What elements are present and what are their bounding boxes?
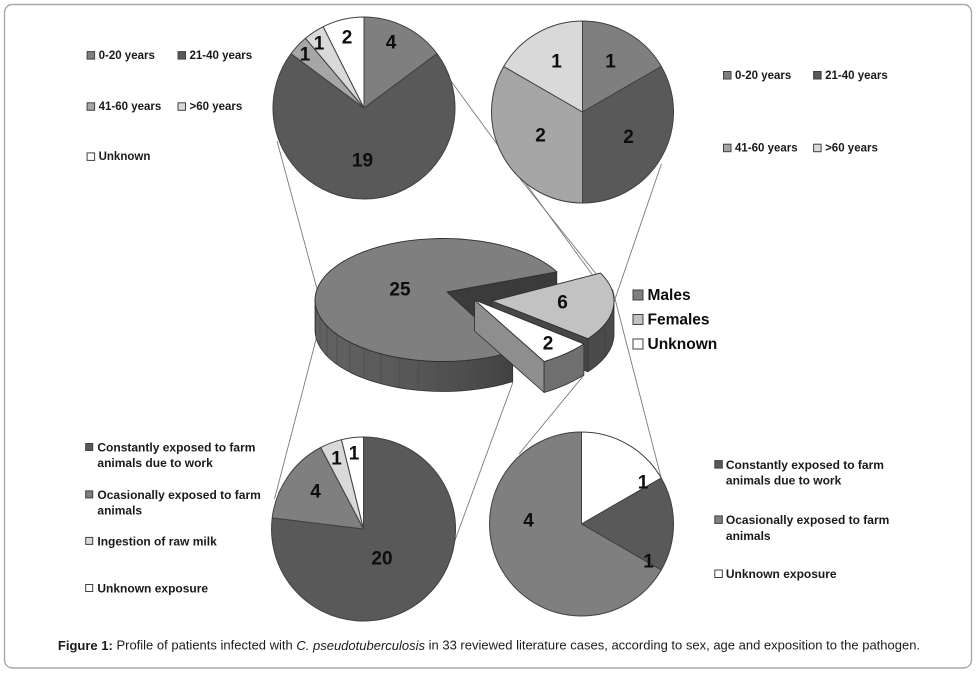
svg-text:Ocasionally exposed to farm: Ocasionally exposed to farm <box>97 488 260 502</box>
svg-text:animals: animals <box>97 503 142 517</box>
svg-text:1: 1 <box>605 52 616 73</box>
svg-text:Unknown: Unknown <box>648 336 718 353</box>
svg-text:animals due to work: animals due to work <box>97 456 213 470</box>
svg-text:21-40 years: 21-40 years <box>190 50 253 62</box>
svg-text:4: 4 <box>523 511 534 532</box>
svg-text:animals: animals <box>726 529 771 543</box>
svg-text:1: 1 <box>643 552 654 573</box>
svg-text:animals due to work: animals due to work <box>726 474 842 488</box>
svg-text:0-20 years: 0-20 years <box>735 70 791 82</box>
svg-text:Males: Males <box>648 287 691 304</box>
svg-text:41-60 years: 41-60 years <box>735 143 798 155</box>
svg-text:2: 2 <box>535 126 546 147</box>
svg-text:19: 19 <box>352 151 373 172</box>
svg-text:2: 2 <box>623 127 634 148</box>
svg-text:1: 1 <box>314 34 325 55</box>
svg-text:1: 1 <box>551 52 562 73</box>
svg-text:Unknown exposure: Unknown exposure <box>726 567 837 581</box>
svg-text:0-20 years: 0-20 years <box>99 50 155 62</box>
svg-text:1: 1 <box>300 45 311 66</box>
svg-text:1: 1 <box>349 444 360 465</box>
svg-text:2: 2 <box>543 334 554 355</box>
svg-text:6: 6 <box>557 293 568 314</box>
svg-text:Constantly exposed to farm: Constantly exposed to farm <box>726 458 884 472</box>
svg-text:Ingestion of raw milk: Ingestion of raw milk <box>97 534 217 548</box>
svg-text:21-40 years: 21-40 years <box>825 70 888 82</box>
svg-text:Constantly exposed to farm: Constantly exposed to farm <box>97 441 255 455</box>
svg-text:41-60 years: 41-60 years <box>99 101 162 113</box>
svg-text:Females: Females <box>648 312 710 329</box>
svg-text:Figure 1: Profile of patients: Figure 1: Profile of patients infected w… <box>58 638 920 653</box>
svg-text:Unknown: Unknown <box>99 151 151 163</box>
svg-text:>60 years: >60 years <box>190 101 243 113</box>
svg-text:1: 1 <box>331 449 342 470</box>
svg-text:Ocasionally exposed to farm: Ocasionally exposed to farm <box>726 513 889 527</box>
svg-text:>60 years: >60 years <box>825 143 878 155</box>
svg-text:4: 4 <box>386 33 397 54</box>
svg-text:20: 20 <box>371 549 392 570</box>
svg-text:4: 4 <box>310 482 321 503</box>
svg-text:2: 2 <box>342 28 353 49</box>
svg-text:1: 1 <box>638 473 649 494</box>
svg-text:25: 25 <box>389 280 411 301</box>
svg-text:Unknown exposure: Unknown exposure <box>97 582 208 596</box>
